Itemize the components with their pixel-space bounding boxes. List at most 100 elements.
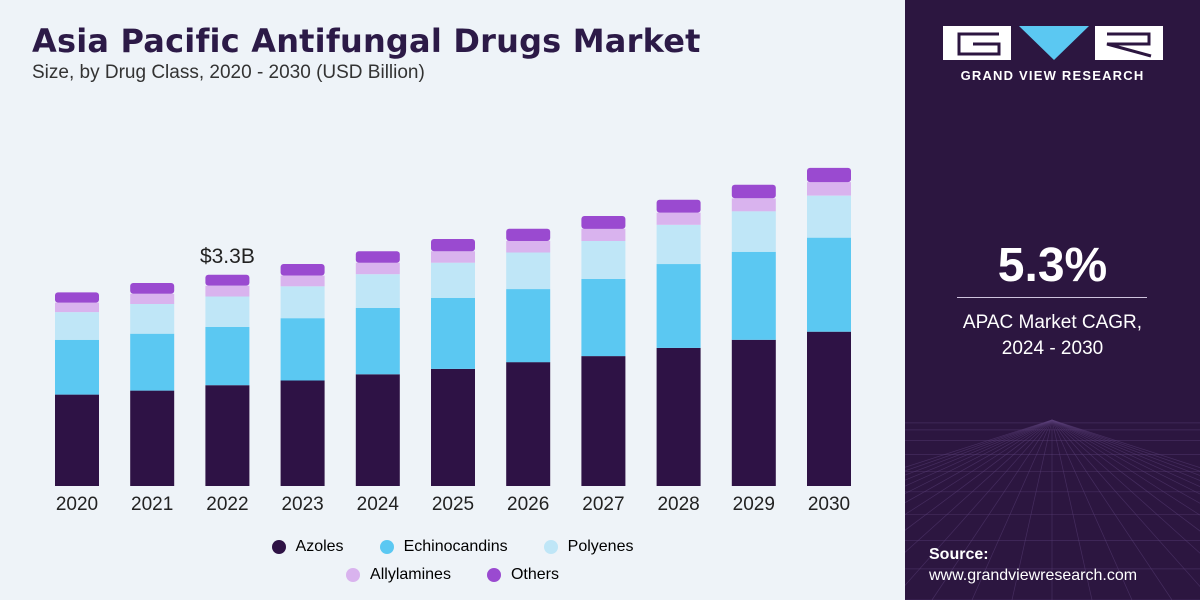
- grid-ray: [1051, 419, 1200, 516]
- grid-ray: [1051, 419, 1200, 487]
- data-label-2022: $3.3B: [200, 245, 255, 268]
- bar-echinocandins-2025: [431, 297, 475, 369]
- bar-polyenes-2024: [355, 274, 400, 308]
- grid-ray: [905, 419, 1053, 468]
- bar-azoles-2029: [731, 339, 776, 486]
- bar-polyenes-2023: [280, 286, 325, 319]
- bar-others-2020: [55, 292, 99, 303]
- grid-ray: [931, 419, 1053, 600]
- grid-ray: [905, 419, 1053, 531]
- x-tick-label-2028: 2028: [657, 494, 699, 515]
- chart-title: Asia Pacific Antifungal Drugs Market: [32, 22, 701, 60]
- grid-ray: [1051, 419, 1200, 476]
- legend-item-polyenes: Polyenes: [543, 538, 634, 556]
- grid-ray: [905, 419, 1053, 494]
- source-title: Source:: [929, 546, 989, 563]
- bar-polyenes-2026: [506, 252, 551, 289]
- bar-others-2028: [656, 199, 701, 213]
- x-tick-label-2022: 2022: [206, 494, 248, 515]
- grid-ray: [1051, 419, 1200, 532]
- side-panel: GRAND VIEW RESEARCH 5.3% APAC Market CAG…: [905, 0, 1200, 600]
- grid-ray: [905, 419, 1053, 515]
- bar-polyenes-2027: [581, 241, 626, 279]
- bar-azoles-2030: [807, 331, 851, 486]
- legend-row-2: Allylamines Others: [0, 566, 905, 584]
- cagr-label: APAC Market CAGR, 2024 - 2030: [905, 310, 1200, 362]
- cagr-divider: [957, 297, 1147, 298]
- bar-allylamines-2025: [431, 251, 475, 263]
- bar-stack-2026: [506, 228, 551, 486]
- bar-others-2029: [731, 184, 776, 199]
- bar-allylamines-2030: [807, 182, 851, 196]
- x-tick-label-2026: 2026: [507, 494, 549, 515]
- bar-stack-2029: [731, 184, 776, 486]
- legend-label-polyenes: Polyenes: [567, 538, 634, 555]
- bar-allylamines-2027: [581, 228, 626, 241]
- grid-ray: [905, 419, 1053, 504]
- bar-stack-2027: [581, 216, 626, 486]
- bar-azoles-2026: [506, 362, 551, 486]
- bar-stack-2023: [280, 264, 325, 486]
- bar-polyenes-2021: [130, 303, 175, 334]
- legend-label-others: Others: [510, 566, 559, 583]
- x-tick-label-2024: 2024: [357, 494, 400, 515]
- bar-others-2023: [280, 264, 325, 276]
- bar-others-2021: [130, 283, 175, 294]
- legend-marker-echinocandins: [379, 540, 394, 554]
- bar-stack-2022: [205, 274, 250, 486]
- legend-item-azoles: Azoles: [271, 538, 344, 556]
- grid-ray: [905, 419, 1053, 553]
- bar-polyenes-2030: [807, 195, 851, 238]
- bar-allylamines-2020: [55, 302, 99, 313]
- legend-label-echinocandins: Echinocandins: [403, 538, 508, 555]
- bar-allylamines-2029: [731, 198, 776, 212]
- grid-ray: [1051, 419, 1200, 588]
- legend-marker-polyenes: [543, 540, 558, 554]
- x-tick-label-2020: 2020: [56, 494, 98, 515]
- legend-item-allylamines: Allylamines: [346, 566, 451, 584]
- bar-echinocandins-2021: [130, 333, 175, 391]
- x-tick-label-2029: 2029: [733, 494, 775, 515]
- grid-ray: [1051, 419, 1200, 472]
- bar-polyenes-2028: [656, 224, 701, 265]
- bar-azoles-2020: [55, 394, 99, 486]
- legend-marker-allylamines: [346, 568, 361, 582]
- gvr-logo-icon: [943, 26, 1163, 60]
- bar-echinocandins-2026: [506, 289, 551, 363]
- bar-echinocandins-2020: [55, 339, 99, 395]
- brand-name: GRAND VIEW RESEARCH: [960, 68, 1145, 83]
- bar-azoles-2022: [205, 385, 250, 486]
- bar-echinocandins-2023: [280, 318, 325, 381]
- x-tick-label-2030: 2030: [808, 494, 850, 515]
- x-tick-label-2023: 2023: [281, 494, 323, 515]
- bar-echinocandins-2024: [355, 308, 400, 375]
- grid-ray: [905, 419, 1053, 472]
- bar-allylamines-2022: [205, 285, 250, 297]
- bar-others-2022: [205, 274, 250, 286]
- bar-azoles-2025: [431, 368, 475, 486]
- chart-subtitle: Size, by Drug Class, 2020 - 2030 (USD Bi…: [32, 62, 425, 83]
- bar-chart: 2020 2021 2022 $3.3B 2023 2024 2025 2026 2027 202…: [55, 167, 851, 515]
- grid-ray: [1051, 419, 1200, 481]
- cagr-label-line-1: APAC Market CAGR,: [962, 312, 1143, 333]
- source-url[interactable]: www.grandviewresearch.com: [929, 567, 1138, 584]
- legend-item-echinocandins: Echinocandins: [379, 538, 508, 556]
- grid-ray: [1051, 419, 1133, 600]
- perspective-grid-decoration: [905, 419, 1200, 600]
- chart-panel: 2020 2021 2022 $3.3B 2023 2024 2025 2026 2027 202…: [0, 0, 905, 600]
- bar-echinocandins-2030: [807, 237, 851, 332]
- bar-stack-2030: [807, 167, 851, 486]
- bar-allylamines-2028: [656, 212, 701, 225]
- x-tick-label-2021: 2021: [131, 494, 173, 515]
- cagr-value: 5.3%: [997, 239, 1108, 292]
- cagr-label-line-2: 2024 - 2030: [1001, 338, 1104, 359]
- bar-stack-2020: [55, 292, 99, 486]
- bar-allylamines-2026: [506, 241, 551, 253]
- grid-ray: [905, 419, 1053, 487]
- legend-marker-others: [486, 568, 501, 582]
- bar-azoles-2024: [355, 374, 400, 486]
- grid-ray: [1051, 419, 1200, 495]
- grid-ray: [905, 419, 1053, 481]
- legend-item-others: Others: [486, 566, 559, 584]
